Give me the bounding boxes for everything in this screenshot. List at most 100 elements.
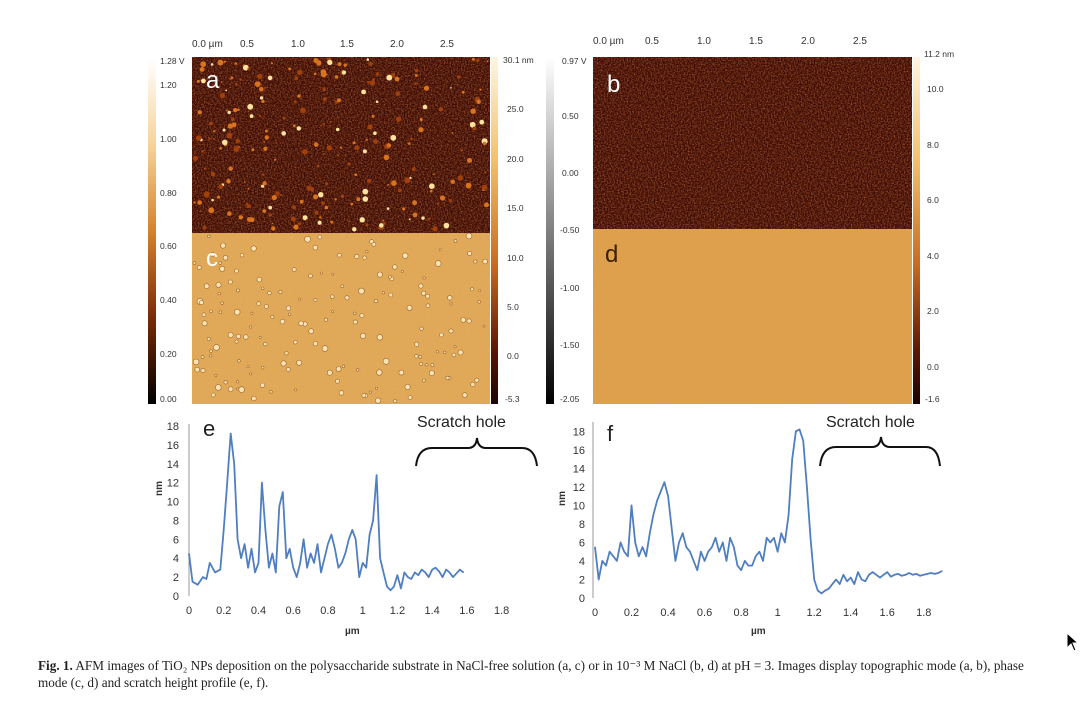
particle	[400, 270, 404, 273]
particle	[312, 341, 318, 347]
afm-image-b-texture	[593, 57, 912, 229]
data-point	[707, 551, 709, 553]
y-tick-label: 8	[579, 519, 585, 531]
particle	[207, 234, 211, 238]
particle	[323, 97, 327, 101]
particle	[234, 82, 238, 86]
afm-image-c-particles	[192, 232, 488, 404]
particle	[474, 377, 480, 383]
particle	[263, 141, 266, 143]
data-point	[428, 576, 430, 578]
particle	[200, 355, 205, 359]
panel-label-d: d	[605, 241, 618, 268]
particle	[250, 311, 254, 315]
scale-label: 10.0	[927, 84, 944, 94]
y-tick-label: 18	[573, 426, 585, 438]
data-point	[744, 560, 746, 562]
particle	[215, 384, 222, 391]
data-point	[678, 541, 680, 544]
data-point	[435, 567, 437, 569]
particle	[486, 60, 489, 63]
particle	[390, 134, 397, 141]
data-point	[784, 541, 786, 544]
particle	[435, 350, 439, 354]
scale-label: 0.97 V	[562, 56, 587, 66]
particle	[223, 60, 226, 63]
x-axis-label: µm	[345, 626, 360, 637]
scale-label: 10.0	[507, 253, 524, 263]
scale-label: 5.0	[507, 302, 519, 312]
particle	[264, 86, 267, 89]
particle	[247, 103, 254, 110]
x-tick-label: 1	[775, 607, 781, 619]
data-point	[820, 592, 823, 595]
particle	[381, 291, 386, 295]
particle	[312, 244, 318, 251]
particle	[288, 312, 292, 316]
data-point	[915, 573, 918, 575]
particle	[408, 218, 411, 221]
data-point	[872, 571, 874, 573]
particle	[193, 201, 196, 204]
particle	[214, 373, 218, 377]
particle	[430, 363, 435, 367]
data-point	[400, 587, 402, 590]
afm-left-x-tick: 1.0	[291, 39, 305, 50]
particle	[297, 94, 301, 98]
particle	[404, 383, 411, 390]
data-point	[601, 560, 603, 562]
particle	[414, 82, 417, 85]
particle	[472, 126, 477, 131]
data-point	[893, 574, 896, 576]
particle	[374, 397, 381, 404]
data-point	[372, 519, 374, 522]
particle	[348, 220, 351, 223]
particle	[421, 216, 425, 220]
data-point	[630, 504, 633, 506]
x-tick-label: 0.2	[624, 607, 639, 619]
particle	[395, 91, 401, 96]
particle	[282, 116, 286, 120]
series-line	[188, 432, 464, 592]
data-point	[230, 433, 232, 435]
particle	[356, 368, 360, 372]
data-point	[795, 430, 797, 432]
afm-right-x-tick: 0.0 µm	[593, 36, 624, 47]
particle	[294, 100, 297, 103]
data-point	[386, 586, 388, 588]
particle	[261, 286, 265, 290]
particle	[209, 309, 213, 314]
particle	[362, 255, 367, 260]
data-point	[751, 565, 753, 567]
particle	[482, 141, 487, 146]
particle	[421, 290, 427, 296]
data-point	[740, 569, 742, 571]
particle	[249, 325, 253, 329]
particle	[347, 162, 351, 166]
data-point	[714, 537, 717, 539]
particle	[376, 369, 383, 376]
particle	[423, 85, 430, 91]
particle	[246, 365, 250, 369]
particle	[233, 107, 238, 113]
data-point	[376, 474, 378, 476]
particle	[439, 332, 444, 338]
particle	[341, 364, 346, 368]
particle	[388, 292, 394, 298]
particle	[451, 352, 457, 358]
scale-label: 1.00	[160, 134, 177, 144]
particle	[462, 392, 468, 398]
particle	[238, 215, 243, 220]
afm-left-height-colorbar	[491, 57, 498, 404]
x-tick-label: 0	[592, 607, 598, 619]
particle	[360, 332, 367, 339]
data-point	[901, 575, 903, 577]
particle	[296, 359, 303, 366]
x-tick-label: 0	[186, 605, 192, 617]
particle	[340, 194, 345, 198]
particle	[249, 114, 254, 118]
particle	[250, 245, 257, 252]
particle	[197, 265, 202, 270]
particle	[466, 318, 472, 324]
particle	[429, 183, 435, 189]
